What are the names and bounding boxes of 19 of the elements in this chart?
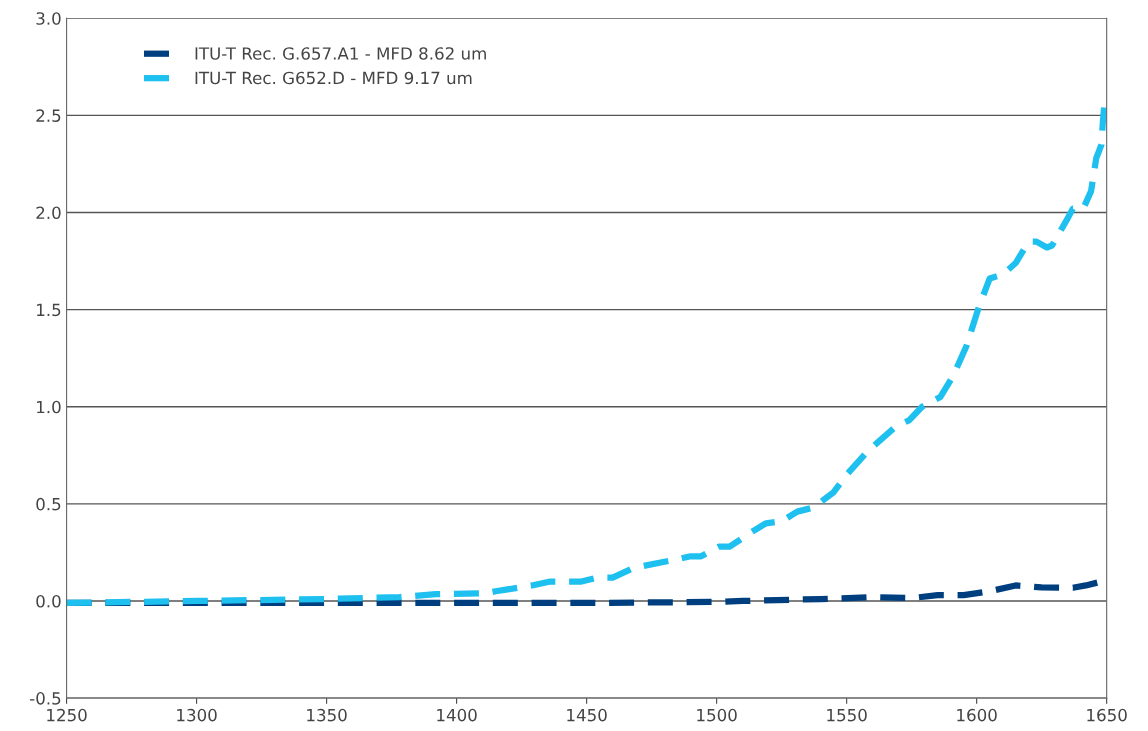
y-tick-label: 1.5 xyxy=(37,303,61,317)
y-tick-label: 1.0 xyxy=(37,400,61,414)
x-tick-label: 1350 xyxy=(307,708,347,722)
x-tick-label: 1400 xyxy=(437,708,477,722)
y-tick-label: 0.0 xyxy=(36,594,61,608)
x-tick-label: 1450 xyxy=(567,708,607,722)
y-tick-label: 3.0 xyxy=(36,12,61,25)
x-tick-label: 1650 xyxy=(1087,708,1127,722)
legend-label: ITU-T Rec. G652.D - MFD 9.17 um xyxy=(195,71,472,85)
y-tick-label: 2.5 xyxy=(36,109,61,122)
x-tick-label: 1250 xyxy=(47,708,87,722)
y-tick-label: -0.5 xyxy=(30,692,61,705)
x-tick-label: 1500 xyxy=(697,708,737,722)
y-tick-label: 0.5 xyxy=(36,497,61,511)
x-tick-label: 1300 xyxy=(177,708,217,722)
x-tick-label: 1550 xyxy=(827,708,867,722)
legend-label: ITU-T Rec. G.657.A1 - MFD 8.62 um xyxy=(195,47,486,60)
x-tick-label: 1600 xyxy=(957,708,997,722)
y-tick-label: 2.0 xyxy=(36,206,61,220)
